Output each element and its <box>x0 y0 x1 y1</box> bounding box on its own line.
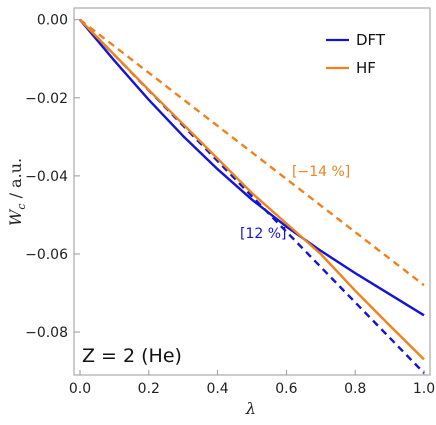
y-tick-label: −0.04 <box>25 169 68 185</box>
legend-label-dft: DFT <box>356 31 386 49</box>
series-line-dft-solid <box>79 18 425 317</box>
x-axis-label: λ <box>245 399 256 418</box>
series-line-hf-solid <box>79 18 425 361</box>
plot-frame <box>73 7 431 376</box>
y-axis-label-sub: c <box>15 203 28 209</box>
annotation-hf-percent: [−14 %] <box>292 164 350 180</box>
y-tick-label: −0.06 <box>25 247 68 263</box>
legend: DFT HF <box>326 31 386 77</box>
y-tick-label: −0.08 <box>25 325 68 341</box>
ticks: 0.0 0.2 0.4 0.6 0.8 1.0 0.00 −0.02 −0.04 −0.06 −0.… <box>25 13 435 397</box>
system-label: Z = 2 (He) <box>82 345 182 367</box>
x-tick-label: 0.0 <box>69 381 91 397</box>
y-axis-label: Wc / a.u. <box>6 158 28 226</box>
x-tick-label: 0.6 <box>275 381 297 397</box>
y-tick-label: −0.02 <box>25 91 68 107</box>
annotation-dft-percent: [12 %] <box>240 226 287 242</box>
y-tick-label: 0.00 <box>37 13 68 29</box>
series-line-hf-dashed <box>79 18 425 287</box>
y-axis-label-main: W <box>6 208 25 226</box>
x-tick-label: 0.4 <box>206 381 228 397</box>
y-axis-label-rest: / a.u. <box>6 158 25 204</box>
series-line-dft-dashed <box>79 18 425 374</box>
x-tick-label: 1.0 <box>413 381 435 397</box>
series-lines <box>79 18 425 374</box>
legend-label-hf: HF <box>356 59 376 77</box>
x-tick-label: 0.8 <box>344 381 366 397</box>
x-tick-label: 0.2 <box>138 381 160 397</box>
